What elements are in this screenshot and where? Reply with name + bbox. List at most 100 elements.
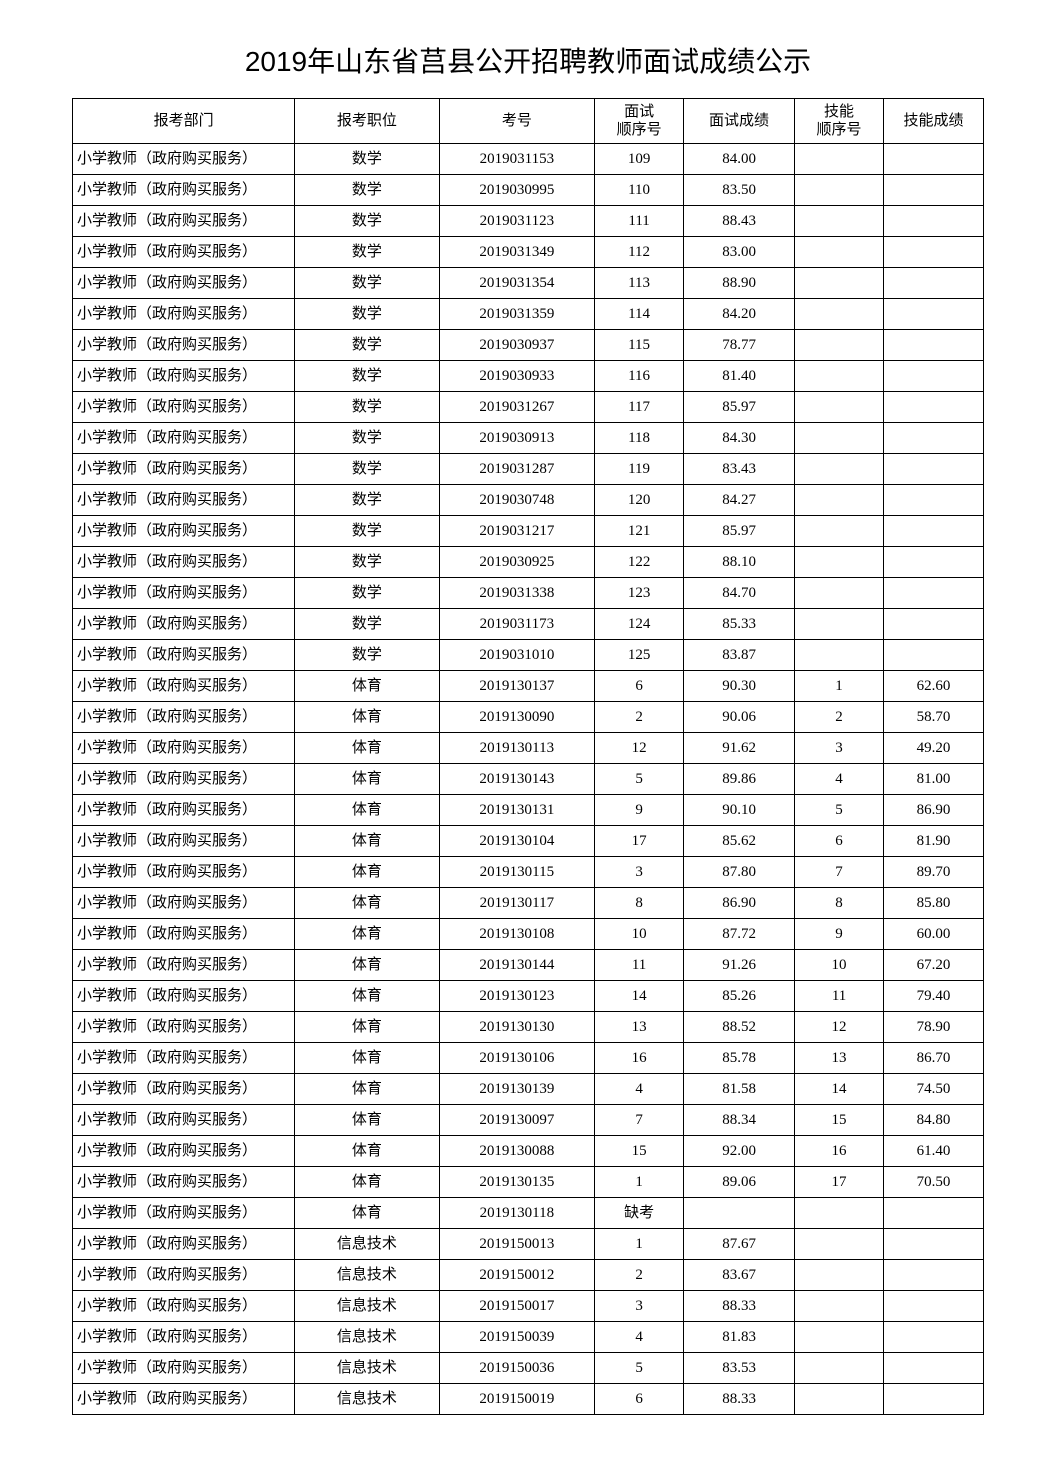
cell-position: 数学 [295, 144, 439, 175]
cell-position: 信息技术 [295, 1291, 439, 1322]
cell-exam-id: 2019130131 [439, 795, 595, 826]
cell-exam-id: 2019150013 [439, 1229, 595, 1260]
table-row: 小学教师（政府购买服务）体育20191300881592.001661.40 [73, 1136, 984, 1167]
cell-interview-seq: 120 [595, 485, 684, 516]
cell-interview-score: 85.97 [684, 392, 795, 423]
cell-interview-score: 83.53 [684, 1353, 795, 1384]
cell-skill-seq [795, 485, 884, 516]
cell-exam-id: 2019150036 [439, 1353, 595, 1384]
cell-interview-score: 85.97 [684, 516, 795, 547]
cell-exam-id: 2019130118 [439, 1198, 595, 1229]
cell-skill-seq: 2 [795, 702, 884, 733]
cell-exam-id: 2019150019 [439, 1384, 595, 1415]
cell-interview-seq: 17 [595, 826, 684, 857]
cell-skill-seq [795, 361, 884, 392]
cell-dept: 小学教师（政府购买服务） [73, 1322, 295, 1353]
cell-interview-seq: 113 [595, 268, 684, 299]
cell-interview-score: 84.00 [684, 144, 795, 175]
cell-skill-score [883, 1291, 983, 1322]
cell-skill-score: 67.20 [883, 950, 983, 981]
cell-interview-score: 88.34 [684, 1105, 795, 1136]
header-skill-score: 技能成绩 [883, 99, 983, 144]
cell-skill-score [883, 423, 983, 454]
cell-position: 数学 [295, 175, 439, 206]
cell-exam-id: 2019130139 [439, 1074, 595, 1105]
cell-dept: 小学教师（政府购买服务） [73, 609, 295, 640]
cell-interview-score: 84.70 [684, 578, 795, 609]
cell-position: 体育 [295, 795, 439, 826]
cell-exam-id: 2019031217 [439, 516, 595, 547]
cell-interview-seq: 117 [595, 392, 684, 423]
cell-interview-seq: 10 [595, 919, 684, 950]
table-row: 小学教师（政府购买服务）体育20191301041785.62681.90 [73, 826, 984, 857]
cell-skill-score: 58.70 [883, 702, 983, 733]
cell-skill-seq: 14 [795, 1074, 884, 1105]
cell-dept: 小学教师（政府购买服务） [73, 299, 295, 330]
cell-skill-score: 85.80 [883, 888, 983, 919]
header-skill-seq: 技能 顺序号 [795, 99, 884, 144]
cell-interview-score: 83.43 [684, 454, 795, 485]
cell-interview-score: 88.90 [684, 268, 795, 299]
cell-skill-seq: 13 [795, 1043, 884, 1074]
cell-exam-id: 2019030748 [439, 485, 595, 516]
cell-interview-seq: 110 [595, 175, 684, 206]
cell-skill-score: 86.90 [883, 795, 983, 826]
cell-dept: 小学教师（政府购买服务） [73, 1353, 295, 1384]
cell-interview-score: 85.62 [684, 826, 795, 857]
cell-interview-score: 81.83 [684, 1322, 795, 1353]
cell-interview-seq: 1 [595, 1167, 684, 1198]
cell-dept: 小学教师（政府购买服务） [73, 888, 295, 919]
table-row: 小学教师（政府购买服务）体育2019130115387.80789.70 [73, 857, 984, 888]
cell-exam-id: 2019130104 [439, 826, 595, 857]
cell-position: 数学 [295, 454, 439, 485]
cell-interview-seq: 13 [595, 1012, 684, 1043]
cell-position: 数学 [295, 268, 439, 299]
cell-position: 数学 [295, 361, 439, 392]
cell-exam-id: 2019130097 [439, 1105, 595, 1136]
cell-exam-id: 2019130130 [439, 1012, 595, 1043]
table-row: 小学教师（政府购买服务）信息技术2019150036583.53 [73, 1353, 984, 1384]
cell-interview-score: 88.10 [684, 547, 795, 578]
cell-exam-id: 2019150012 [439, 1260, 595, 1291]
cell-skill-score: 62.60 [883, 671, 983, 702]
cell-exam-id: 2019031173 [439, 609, 595, 640]
cell-dept: 小学教师（政府购买服务） [73, 1074, 295, 1105]
cell-exam-id: 2019130135 [439, 1167, 595, 1198]
cell-dept: 小学教师（政府购买服务） [73, 516, 295, 547]
cell-position: 体育 [295, 857, 439, 888]
cell-skill-score [883, 547, 983, 578]
cell-interview-seq: 125 [595, 640, 684, 671]
cell-skill-seq [795, 1229, 884, 1260]
cell-position: 信息技术 [295, 1322, 439, 1353]
cell-skill-score [883, 485, 983, 516]
cell-dept: 小学教师（政府购买服务） [73, 144, 295, 175]
table-row: 小学教师（政府购买服务）体育20191301231485.261179.40 [73, 981, 984, 1012]
cell-interview-score: 81.58 [684, 1074, 795, 1105]
cell-dept: 小学教师（政府购买服务） [73, 640, 295, 671]
cell-position: 数学 [295, 330, 439, 361]
cell-skill-seq: 4 [795, 764, 884, 795]
cell-dept: 小学教师（政府购买服务） [73, 1043, 295, 1074]
cell-skill-score [883, 392, 983, 423]
cell-position: 体育 [295, 826, 439, 857]
cell-skill-score [883, 640, 983, 671]
cell-interview-score [684, 1198, 795, 1229]
cell-skill-seq [795, 175, 884, 206]
cell-interview-score: 83.00 [684, 237, 795, 268]
cell-skill-seq [795, 1260, 884, 1291]
cell-position: 数学 [295, 423, 439, 454]
cell-skill-score: 78.90 [883, 1012, 983, 1043]
table-row: 小学教师（政府购买服务）体育20191301301388.521278.90 [73, 1012, 984, 1043]
cell-interview-score: 83.67 [684, 1260, 795, 1291]
cell-skill-score [883, 299, 983, 330]
cell-position: 体育 [295, 764, 439, 795]
cell-interview-score: 85.33 [684, 609, 795, 640]
cell-dept: 小学教师（政府购买服务） [73, 237, 295, 268]
cell-skill-score: 60.00 [883, 919, 983, 950]
table-row: 小学教师（政府购买服务）数学201903128711983.43 [73, 454, 984, 485]
cell-position: 数学 [295, 609, 439, 640]
table-row: 小学教师（政府购买服务）数学201903135911484.20 [73, 299, 984, 330]
page-container: 2019年山东省莒县公开招聘教师面试成绩公示 报考部门 报考职位 考号 面试 顺… [0, 0, 1056, 1455]
table-row: 小学教师（政府购买服务）数学201903093711578.77 [73, 330, 984, 361]
cell-interview-score: 91.62 [684, 733, 795, 764]
